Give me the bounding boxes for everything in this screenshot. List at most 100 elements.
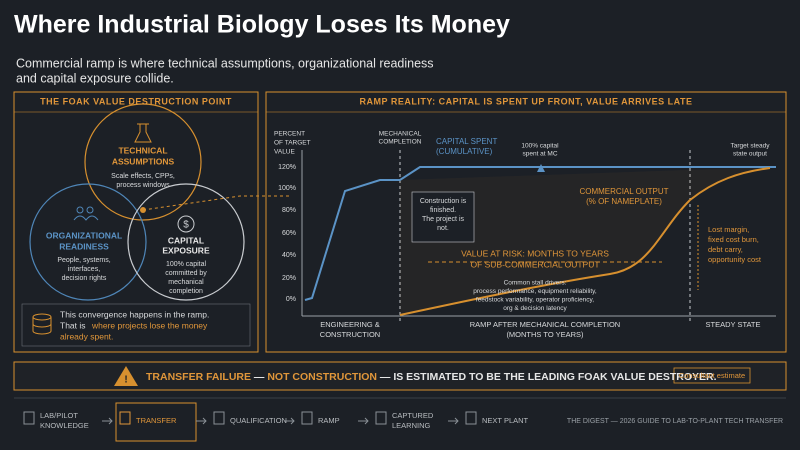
flow-step: NEXT PLANT — [482, 416, 529, 425]
note-emphasis: already spent. — [60, 331, 113, 341]
series-label: (CUMULATIVE) — [436, 147, 493, 156]
annotation: opportunity cost — [708, 255, 762, 264]
flask-icon — [134, 123, 152, 143]
circle-detail: Scale effects, CPPs, — [111, 173, 175, 180]
active-step — [115, 402, 197, 442]
annotation: feedstock variability, operator proficie… — [476, 297, 594, 304]
capital-marker — [537, 164, 545, 172]
axis-title: OF TARGET — [274, 140, 311, 147]
panel-title: RAMP REALITY: CAPITAL IS SPENT UP FRONT,… — [359, 96, 692, 106]
flow-step: KNOWLEDGE — [40, 421, 89, 430]
flow-arrow — [448, 417, 459, 425]
circle-detail: 100% capital — [166, 261, 207, 268]
circle-detail: interfaces, — [68, 266, 100, 273]
callout-text: not. — [437, 225, 449, 232]
venn-circle — [127, 183, 245, 301]
phase-label: CONSTRUCTION — [320, 330, 380, 339]
venn-circle — [84, 103, 202, 221]
annotation: OF SUB-COMMERCIAL OUTPUT — [470, 259, 599, 269]
step-icon — [375, 411, 387, 425]
annotation: Common stall drivers: — [504, 280, 567, 287]
dollar-icon — [177, 215, 195, 233]
banner-segment: TRANSFER FAILURE — [146, 371, 251, 383]
y-tick-label: 0% — [286, 296, 296, 303]
annotation: 100% capital — [521, 143, 559, 150]
phase-label: (MONTHS TO YEARS) — [506, 330, 584, 339]
step-icon — [213, 411, 225, 425]
output-curve — [399, 167, 771, 316]
flow-arrow — [196, 417, 207, 425]
capital-curve — [304, 166, 776, 301]
circle-detail: People, systems, — [57, 257, 110, 264]
panel-title: THE FOAK VALUE DESTRUCTION POINT — [40, 96, 232, 106]
badge-text: Consultant estimate — [679, 371, 745, 380]
note-text: This convergence happens in the ramp. — [60, 309, 209, 319]
callout-text: finished. — [430, 207, 456, 214]
circle-label: TECHNICAL — [118, 145, 167, 155]
y-tick-label: 60% — [282, 230, 296, 237]
circle-label: EXPOSURE — [162, 245, 210, 255]
annotation: fixed cost burn, — [708, 235, 759, 244]
venn-panel — [13, 91, 259, 353]
callout-text: Construction is — [420, 198, 467, 205]
warning-icon — [114, 366, 138, 386]
circle-detail: mechanical — [168, 279, 204, 286]
step-icon — [119, 411, 131, 425]
badge — [673, 367, 751, 384]
flow-step: QUALIFICATION — [230, 416, 287, 425]
axis-title: PERCENT — [274, 131, 305, 138]
banner-segment: — — [251, 371, 265, 383]
database-icon — [32, 313, 52, 335]
annotation: VALUE AT RISK: MONTHS TO YEARS — [461, 248, 609, 258]
y-tick-label: 100% — [278, 185, 296, 192]
callout-text: The project is — [422, 216, 465, 223]
y-tick-label: 80% — [282, 207, 296, 214]
y-tick-label: 20% — [282, 275, 296, 282]
subtitle: and capital exposure collide. — [16, 71, 174, 85]
series-label: (% OF NAMEPLATE) — [586, 197, 662, 206]
connector-arrow — [142, 195, 290, 211]
flow-step: CAPTURED — [392, 411, 434, 420]
y-tick-label: 120% — [278, 164, 296, 171]
note-text: That is — [60, 320, 86, 330]
annotation: process performance, equipment reliabili… — [473, 288, 597, 295]
subtitle: Commercial ramp is where technical assum… — [16, 56, 434, 70]
step-icon — [301, 411, 313, 425]
circle-label: READINESS — [59, 241, 109, 251]
convergence-dot — [140, 207, 146, 213]
flow-step: RAMP — [318, 416, 340, 425]
dollar-sign: $ — [183, 220, 189, 231]
annotation: Lost margin, — [708, 225, 749, 234]
circle-label: ASSUMPTIONS — [112, 156, 175, 166]
banner-text: TRANSFER FAILURE — NOT CONSTRUCTION — IS… — [146, 371, 717, 383]
annotation: org & decision latency — [503, 305, 567, 312]
banner-segment: — IS ESTIMATED TO BE THE LEADING FOAK VA… — [377, 371, 717, 383]
circle-label: ORGANIZATIONAL — [46, 230, 122, 240]
title: Where Industrial Biology Loses Its Money — [14, 11, 510, 39]
note-emphasis: where projects lose the money — [91, 320, 208, 330]
y-tick-label: 40% — [282, 252, 296, 259]
series-label: CAPITAL SPENT — [436, 137, 497, 146]
flow-step: TRANSFER — [136, 416, 177, 425]
flow-step: LAB/PILOT — [40, 411, 78, 420]
annotation: Target steady — [730, 143, 770, 150]
axis-title: VALUE — [274, 149, 295, 156]
annotation: COMPLETION — [379, 139, 422, 146]
people-icon — [73, 206, 99, 221]
circle-label: CAPITAL — [168, 235, 204, 245]
circle-detail: committed by — [165, 270, 207, 277]
annotation: debt carry, — [708, 245, 743, 254]
source: THE DIGEST — 2026 GUIDE TO LAB-TO-PLANT … — [567, 418, 783, 425]
ramp-panel — [265, 91, 787, 353]
step-icon — [23, 411, 35, 425]
banner-segment: NOT CONSTRUCTION — [264, 371, 377, 383]
series-label: COMMERCIAL OUTPUT — [579, 187, 668, 196]
circle-detail: completion — [169, 288, 203, 295]
annotation: state output — [733, 151, 767, 158]
flow-arrow — [102, 417, 113, 425]
note-box — [21, 303, 251, 347]
annotation: MECHANICAL — [379, 131, 422, 138]
flow-arrow — [358, 417, 369, 425]
